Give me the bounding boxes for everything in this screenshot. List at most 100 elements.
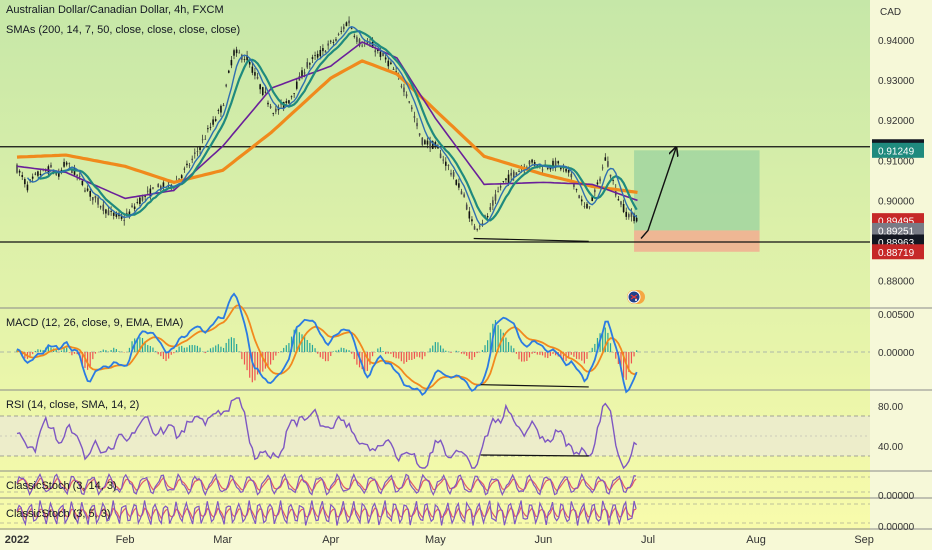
macd-histogram-bar [390, 352, 391, 354]
macd-histogram-bar [409, 352, 410, 360]
candle-body [578, 195, 580, 198]
macd-histogram-bar [440, 345, 441, 352]
candle-body [309, 63, 311, 64]
macd-histogram-bar [471, 352, 472, 360]
candle-body [312, 57, 314, 59]
macd-histogram-bar [579, 352, 580, 359]
price-tick-label: 0.88000 [878, 277, 915, 288]
candle-body [476, 229, 478, 230]
candle-body [380, 52, 382, 57]
candle-body [620, 201, 622, 204]
candle-body [317, 54, 319, 58]
candle-body [455, 180, 457, 185]
candle-body [89, 191, 91, 197]
candle-body [259, 84, 261, 89]
macd-histogram-bar [396, 352, 397, 358]
stoch2-title: ClassicStoch (3, 5, 3) [6, 508, 111, 520]
time-tick-label: Jul [641, 534, 655, 546]
currency-label: CAD [880, 7, 901, 18]
macd-histogram-bar [150, 346, 151, 352]
macd-histogram-bar [163, 352, 164, 359]
time-tick-label: Aug [746, 534, 766, 546]
candle-body [382, 53, 384, 56]
macd-histogram-bar [307, 340, 308, 352]
macd-histogram-bar [29, 352, 30, 356]
macd-histogram-bar [309, 343, 310, 352]
candle-body [24, 179, 26, 184]
candle-body [21, 175, 23, 177]
macd-histogram-bar [456, 351, 457, 352]
candle-body [207, 128, 209, 129]
candle-body [76, 175, 78, 176]
macd-histogram-bar [531, 352, 532, 354]
candle-body [586, 204, 588, 209]
macd-histogram-bar [372, 352, 373, 356]
candle-body [286, 101, 288, 103]
candle-body [136, 202, 138, 203]
macd-histogram-bar [171, 352, 172, 355]
candle-body [442, 160, 444, 161]
candle-body [571, 174, 573, 177]
macd-histogram-bar [37, 349, 38, 352]
stoch1-title: ClassicStoch (3, 14, 3) [6, 480, 117, 492]
candle-body [338, 34, 340, 35]
macd-histogram-bar [576, 352, 577, 359]
macd-histogram-bar [610, 343, 611, 352]
macd-histogram-bar [388, 352, 389, 354]
candle-body [414, 116, 416, 118]
stop-zone[interactable] [634, 230, 760, 251]
candle-body [565, 169, 567, 172]
candle-body [272, 113, 274, 114]
candle-body [421, 138, 423, 145]
candle-body [505, 178, 507, 180]
candle-body [351, 28, 353, 29]
macd-histogram-bar [445, 351, 446, 352]
macd-histogram-bar [105, 350, 106, 352]
target-zone[interactable] [634, 150, 760, 230]
macd-histogram-bar [152, 348, 153, 352]
time-tick-label: Mar [213, 534, 232, 546]
macd-histogram-bar [586, 352, 587, 359]
candle-body [327, 44, 329, 46]
candle-body [304, 72, 306, 73]
macd-histogram-bar [335, 351, 336, 352]
macd-histogram-bar [278, 352, 279, 353]
candle-body [275, 109, 277, 112]
macd-histogram-bar [273, 352, 274, 360]
candle-body [63, 162, 65, 167]
candle-body [293, 93, 295, 94]
macd-histogram-bar [636, 350, 637, 352]
macd-histogram-bar [210, 348, 211, 352]
macd-histogram-bar [192, 345, 193, 352]
candle-body [461, 191, 463, 194]
macd-histogram-bar [443, 349, 444, 352]
macd-histogram-bar [424, 352, 425, 356]
macd-histogram-bar [186, 347, 187, 352]
candle-body [202, 139, 204, 140]
candle-body [244, 59, 246, 60]
candle-body [238, 53, 240, 54]
candle-body [437, 147, 439, 148]
candle-body [607, 161, 609, 167]
candle-body [479, 226, 481, 227]
candle-body [489, 207, 491, 210]
macd-histogram-bar [111, 350, 112, 352]
macd-histogram-bar [508, 342, 509, 352]
candle-body [40, 174, 42, 175]
macd-histogram-bar [317, 352, 318, 354]
candle-body [487, 216, 489, 217]
macd-histogram-bar [328, 352, 329, 361]
macd-histogram-bar [231, 337, 232, 352]
candle-body [231, 60, 233, 65]
macd-histogram-bar [197, 346, 198, 352]
candle-body [348, 21, 350, 24]
candle-body [296, 82, 298, 89]
candle-body [547, 168, 549, 169]
macd-histogram-bar [526, 352, 527, 361]
candle-body [510, 173, 512, 176]
macd-histogram-bar [435, 342, 436, 352]
sma-legend: SMAs (200, 14, 7, 50, close, close, clos… [6, 24, 240, 36]
australia-flag-icon[interactable] [627, 290, 645, 304]
